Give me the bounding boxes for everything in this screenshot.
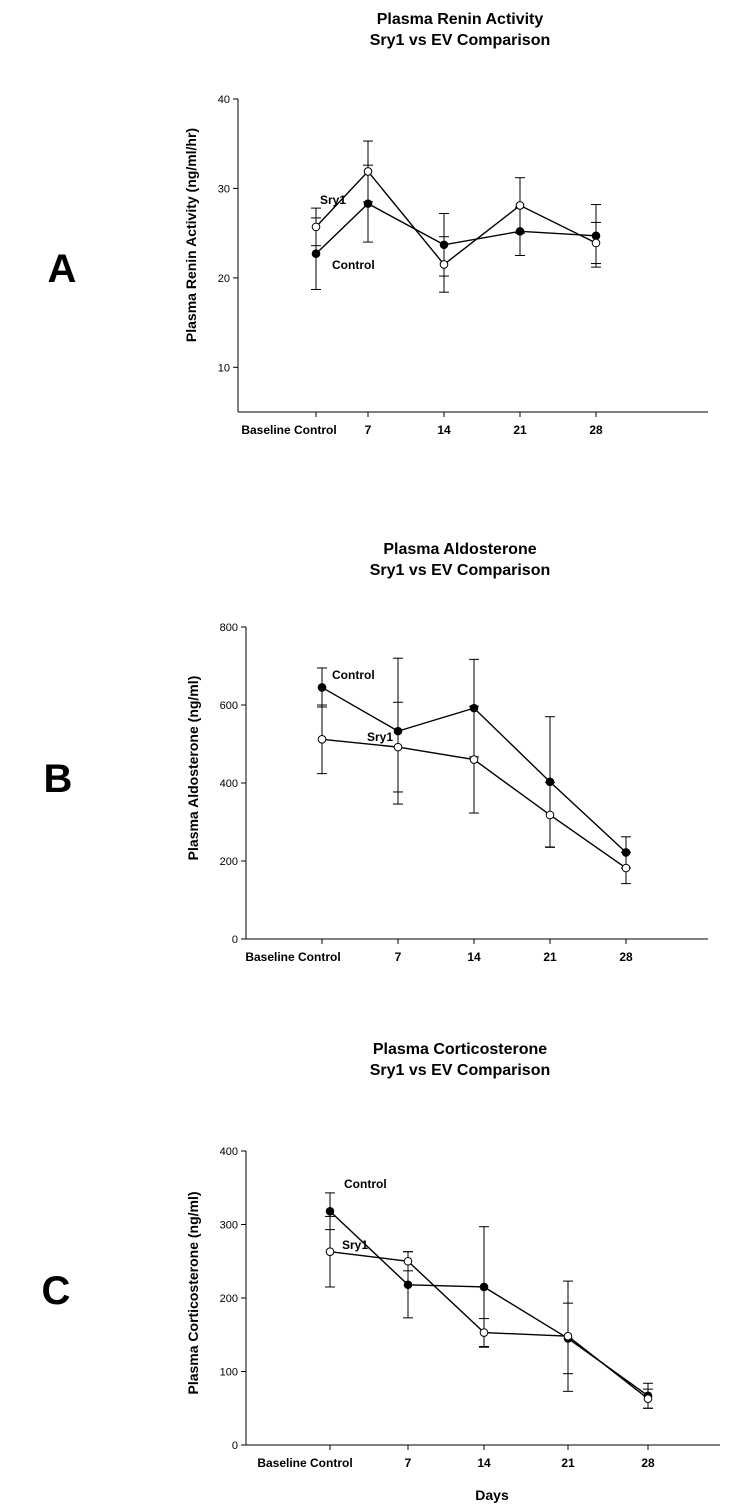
chart-b-data-point-sry1	[469, 755, 479, 764]
chart-c-title-line1: Plasma Corticosterone	[373, 1041, 547, 1058]
chart-c-y-tick-label: 400	[220, 1146, 238, 1158]
chart-c-title-line2: Sry1 vs EV Comparison	[370, 1062, 551, 1079]
chart-c: C Plasma Corticosterone Sry1 vs EV Compa…	[42, 1041, 720, 1503]
chart-c-x-tick-label: 14	[477, 1456, 491, 1470]
chart-a-data-point-sry1	[439, 260, 449, 269]
chart-c-data-point-sry1	[643, 1394, 653, 1403]
chart-c-data-point-control	[479, 1282, 489, 1292]
chart-b-y-tick-label: 600	[220, 700, 238, 712]
chart-b-y-tick-label: 400	[220, 778, 238, 790]
chart-b-y-axis-label: Plasma Aldosterone (ng/ml)	[185, 676, 201, 861]
chart-c-series-label: Sry1	[342, 1238, 368, 1252]
chart-a-data-point-sry1	[591, 238, 601, 248]
chart-c-x-tick-label: 28	[641, 1456, 655, 1470]
chart-a-y-tick-label: 40	[218, 94, 230, 106]
chart-c-y-axis-label: Plasma Corticosterone (ng/ml)	[185, 1191, 201, 1394]
chart-a-series-line-sry1	[315, 170, 597, 266]
chart-a: A Plasma Renin Activity Sry1 vs EV Compa…	[48, 11, 708, 437]
chart-c-series-sry1	[325, 1215, 653, 1409]
chart-c-x-axis-label: Days	[475, 1487, 509, 1503]
chart-c-y-tick-label: 300	[220, 1220, 238, 1232]
chart-a-series-sry1	[311, 140, 601, 293]
chart-b-data-point-sry1	[621, 863, 631, 873]
chart-a-y-tick-label: 20	[218, 273, 230, 285]
chart-a-x-tick-label: 7	[365, 423, 372, 437]
chart-c-series-control	[325, 1192, 653, 1409]
chart-a-x-tick-label: 21	[513, 423, 527, 437]
chart-b-data-point-sry1	[317, 735, 327, 744]
chart-b-y-tick-label: 0	[232, 934, 238, 946]
chart-c-y-tick-label: 100	[220, 1367, 238, 1379]
chart-b-data-point-sry1	[545, 810, 555, 820]
chart-c-data-point-control	[403, 1280, 413, 1290]
chart-b-plot-area: 0 200 400 600 800 Baseline Control 7 14 21 28 Cont…	[220, 622, 708, 964]
panel-letter-b: B	[44, 757, 73, 801]
chart-b-x-tick-label: 14	[467, 950, 481, 964]
chart-c-x-tick-label: 21	[561, 1456, 575, 1470]
chart-a-data-point-sry1	[515, 201, 525, 210]
chart-a-series-label: Control	[332, 258, 375, 272]
chart-a-y-tick-label: 30	[218, 183, 230, 195]
chart-a-x-tick-label: Baseline Control	[241, 423, 336, 437]
panel-letter-c: C	[42, 1269, 71, 1313]
chart-b: B Plasma Aldosterone Sry1 vs EV Comparis…	[44, 541, 708, 964]
chart-c-x-tick-label: 7	[405, 1456, 412, 1470]
chart-a-x-tick-label: 14	[437, 423, 451, 437]
chart-c-series-line-sry1	[329, 1251, 649, 1400]
chart-c-x-tick-label: Baseline Control	[257, 1456, 352, 1470]
chart-b-title-line2: Sry1 vs EV Comparison	[370, 562, 551, 579]
chart-b-data-point-sry1	[393, 742, 403, 752]
chart-b-title-line1: Plasma Aldosterone	[383, 541, 536, 558]
chart-c-y-tick-label: 200	[220, 1293, 238, 1305]
chart-b-series-label: Sry1	[367, 730, 393, 744]
chart-b-series-sry1	[317, 701, 631, 885]
chart-c-plot-area: 0 100 200 300 400 Baseline Control 7 14 21 28 Cont…	[220, 1146, 720, 1470]
chart-b-x-tick-label: 21	[543, 950, 557, 964]
chart-c-series-label: Control	[344, 1177, 387, 1191]
chart-b-x-tick-label: 28	[619, 950, 633, 964]
chart-a-data-point-sry1	[311, 222, 321, 232]
chart-a-title-line1: Plasma Renin Activity	[377, 11, 544, 28]
chart-a-data-point-sry1	[363, 167, 373, 176]
chart-c-data-point-sry1	[325, 1247, 335, 1256]
chart-a-series-line-control	[315, 202, 597, 255]
chart-b-x-tick-label: Baseline Control	[245, 950, 340, 964]
chart-b-y-tick-label: 800	[220, 622, 238, 634]
chart-c-y-tick-label: 0	[232, 1440, 238, 1452]
chart-c-data-point-sry1	[563, 1331, 573, 1341]
chart-a-series-label: Sry1	[320, 193, 346, 207]
chart-c-data-point-control	[325, 1206, 335, 1216]
chart-b-series-label: Control	[332, 668, 375, 682]
chart-a-data-point-control	[311, 249, 321, 259]
chart-c-data-point-sry1	[403, 1256, 413, 1266]
chart-a-title-line2: Sry1 vs EV Comparison	[370, 32, 551, 49]
chart-a-x-tick-label: 28	[589, 423, 603, 437]
chart-a-plot-area: 10 20 30 40 Baseline Control 7 14 21 28 Sry1 Contr…	[218, 94, 708, 437]
chart-c-series-line-control	[329, 1210, 649, 1397]
chart-b-y-tick-label: 200	[220, 856, 238, 868]
chart-b-x-tick-label: 7	[395, 950, 402, 964]
chart-a-y-tick-label: 10	[218, 362, 230, 374]
chart-b-data-point-control	[317, 683, 327, 692]
chart-a-y-axis-label: Plasma Renin Activity (ng/ml/hr)	[183, 128, 199, 342]
panel-letter-a: A	[48, 247, 77, 291]
chart-c-data-point-sry1	[479, 1328, 489, 1337]
